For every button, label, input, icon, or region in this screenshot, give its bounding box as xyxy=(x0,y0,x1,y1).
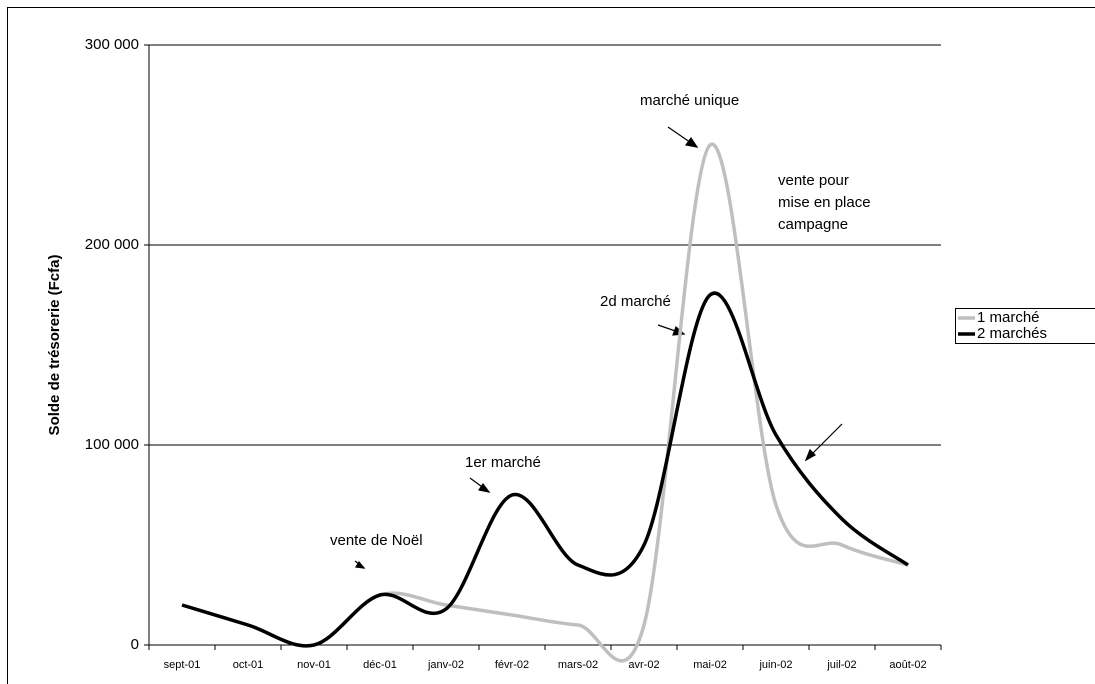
y-tick-label: 200 000 xyxy=(85,236,139,253)
annotation: vente pour xyxy=(778,172,849,189)
x-tick-label: sept-01 xyxy=(164,659,201,671)
annotation: mise en place xyxy=(778,194,871,211)
x-tick-label: mars-02 xyxy=(558,659,598,671)
annotation: campagne xyxy=(778,216,848,233)
annotation-arrows xyxy=(354,126,843,569)
annotation: vente de Noël xyxy=(330,532,423,549)
legend-label: 1 marché xyxy=(977,309,1040,326)
legend-label: 2 marchés xyxy=(977,325,1047,342)
y-tick-label: 100 000 xyxy=(85,436,139,453)
annotation: 2d marché xyxy=(600,293,671,310)
x-tick-label: août-02 xyxy=(889,659,926,671)
y-tick-label: 0 xyxy=(131,636,139,653)
y-axis-label: Solde de trésorerie (Fcfa) xyxy=(46,255,63,436)
x-tick-label: déc-01 xyxy=(363,659,397,671)
series-line xyxy=(181,291,910,648)
chart-border xyxy=(7,7,1095,684)
x-tick-label: juin-02 xyxy=(758,659,792,671)
annotation: 1er marché xyxy=(465,454,541,471)
annotation: marché unique xyxy=(640,92,739,109)
x-tick-label: juil-02 xyxy=(826,659,856,671)
x-tick-label: nov-01 xyxy=(297,659,331,671)
x-tick-label: oct-01 xyxy=(233,659,264,671)
x-tick-label: mai-02 xyxy=(693,659,727,671)
x-tick-label: janv-02 xyxy=(427,659,464,671)
x-tick-label: févr-02 xyxy=(495,659,529,671)
legend xyxy=(955,308,1095,344)
x-tick-label: avr-02 xyxy=(628,659,659,671)
y-tick-label: 300 000 xyxy=(85,36,139,53)
